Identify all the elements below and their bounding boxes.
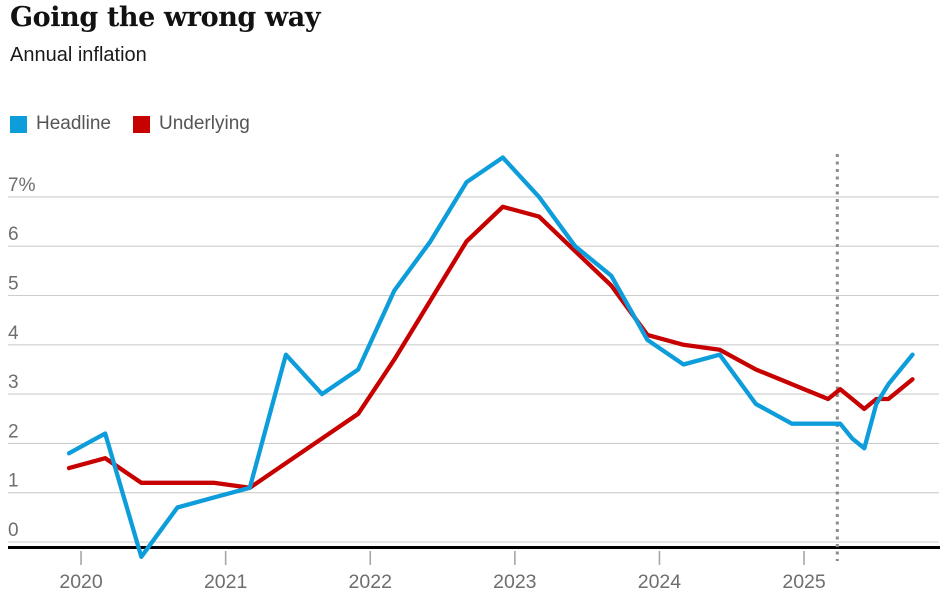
headline-swatch-icon [10,115,27,133]
chart-subtitle: Annual inflation [10,44,147,66]
legend-item-headline: Headline [10,113,111,135]
y-axis-label: 1 [8,471,19,492]
x-axis-label: 2024 [638,571,682,593]
y-axis-label: 6 [8,224,19,245]
legend-item-underlying: Underlying [133,113,250,135]
y-axis-label: 0 [8,520,19,541]
underlying-line [66,204,915,490]
legend-label-headline: Headline [36,113,111,134]
y-axis-label: 3 [8,372,19,393]
y-axis-label: 2 [8,421,19,442]
x-axis-label: 2020 [59,571,103,593]
line-chart: 0 1 2 3 4 5 6 7% 2020 2021 2022 2023 2024 2025 [8,154,940,593]
x-axis-label: 2023 [493,571,536,593]
chart-title: Going the wrong way [10,2,321,33]
legend-label-underlying: Underlying [159,113,250,134]
x-axis-label: 2021 [204,571,247,593]
x-axis-label: 2025 [782,571,826,593]
x-axis-label: 2022 [349,571,392,593]
legend: Headline Underlying [10,113,250,135]
headline-line [66,155,915,559]
y-axis-label: 7% [8,175,36,196]
y-axis-label: 5 [8,274,19,295]
underlying-swatch-icon [133,115,150,133]
y-axis-label: 4 [8,323,19,344]
